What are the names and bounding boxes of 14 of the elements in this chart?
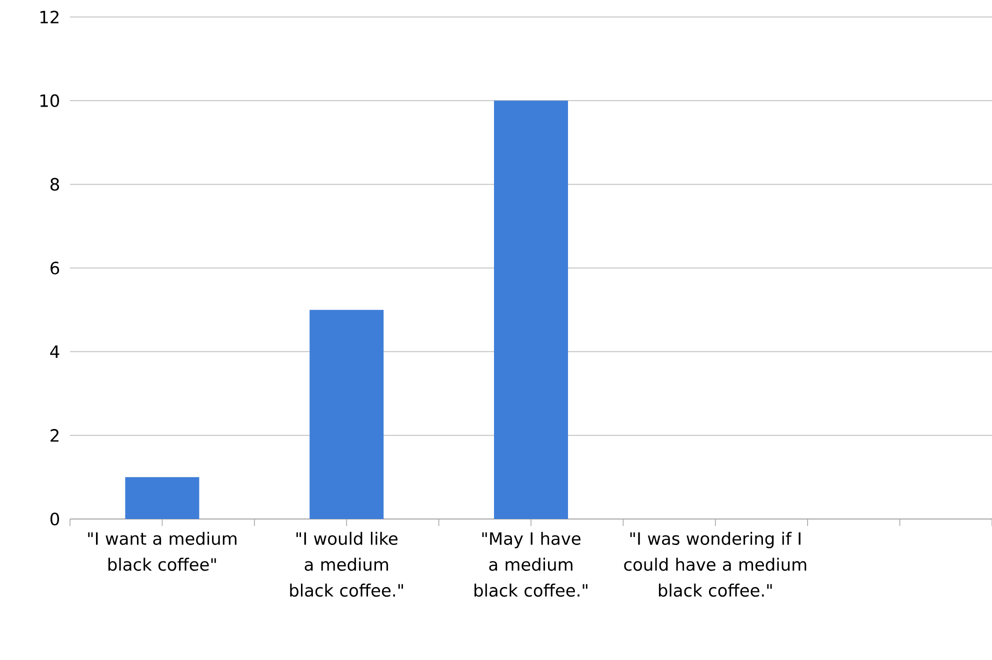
x-tick-label: "I want a medium black coffee" — [88, 532, 236, 571]
y-tick-label: 6 — [50, 262, 60, 274]
y-tick-label: 2 — [50, 429, 58, 442]
y-tick-label: 12 — [40, 10, 58, 24]
y-tick-label: 10 — [40, 94, 60, 108]
x-tick-label: "I would like a medium black coffee." — [290, 532, 403, 597]
bar — [494, 100, 568, 519]
bar — [310, 310, 384, 519]
y-tick-label: 4 — [50, 345, 60, 358]
y-tick-label: 0 — [50, 512, 60, 526]
x-tick-label: "May I have a medium black coffee." — [474, 532, 588, 597]
bar — [125, 477, 200, 519]
x-tick-label: "I was wondering if I could have a medium black coffee." — [624, 532, 806, 597]
y-tick-label: 8 — [50, 178, 60, 191]
